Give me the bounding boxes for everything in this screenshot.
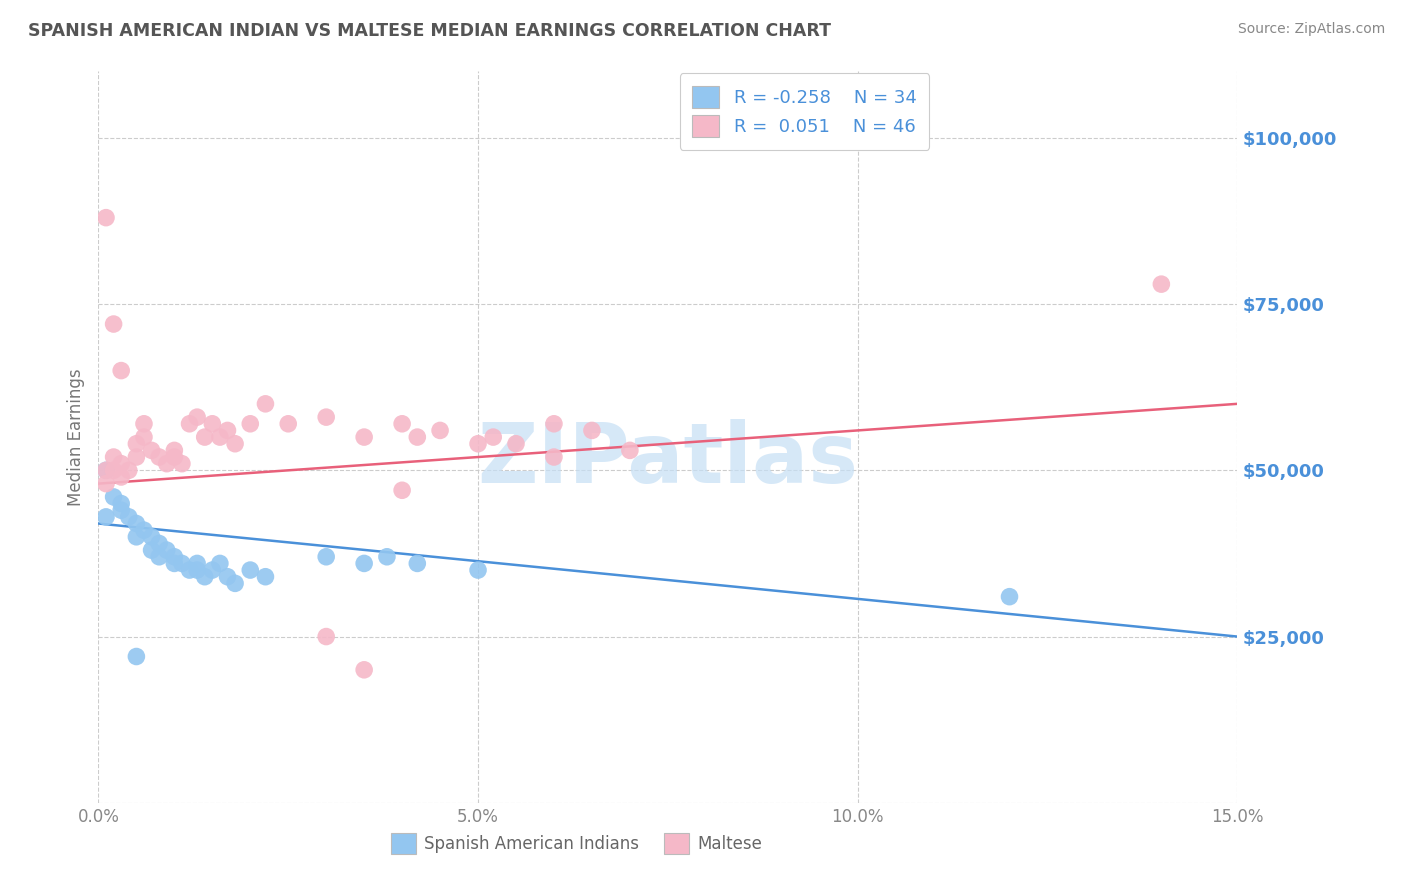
Point bbox=[543, 450, 565, 464]
Point bbox=[179, 563, 201, 577]
Point bbox=[353, 557, 375, 571]
Point bbox=[148, 536, 170, 550]
Point bbox=[467, 436, 489, 450]
Point bbox=[201, 563, 224, 577]
Point bbox=[132, 417, 155, 431]
Point bbox=[141, 443, 163, 458]
Legend: Spanish American Indians, Maltese: Spanish American Indians, Maltese bbox=[384, 827, 769, 860]
Point bbox=[118, 463, 141, 477]
Point bbox=[353, 663, 375, 677]
Point bbox=[186, 410, 208, 425]
Point bbox=[581, 424, 603, 438]
Point bbox=[179, 417, 201, 431]
Point bbox=[110, 457, 132, 471]
Point bbox=[125, 450, 148, 464]
Point bbox=[391, 483, 413, 498]
Point bbox=[201, 417, 224, 431]
Text: Source: ZipAtlas.com: Source: ZipAtlas.com bbox=[1237, 22, 1385, 37]
Point bbox=[353, 430, 375, 444]
Point bbox=[148, 450, 170, 464]
Point bbox=[94, 463, 117, 477]
Point bbox=[132, 430, 155, 444]
Text: ZIPatlas: ZIPatlas bbox=[478, 418, 858, 500]
Point bbox=[110, 470, 132, 484]
Point bbox=[163, 557, 186, 571]
Point bbox=[94, 509, 117, 524]
Point bbox=[163, 549, 186, 564]
Point bbox=[194, 430, 217, 444]
Point bbox=[163, 450, 186, 464]
Point bbox=[375, 549, 398, 564]
Point bbox=[224, 436, 246, 450]
Point bbox=[467, 563, 489, 577]
Point bbox=[429, 424, 451, 438]
Point bbox=[482, 430, 505, 444]
Point bbox=[110, 363, 132, 377]
Point bbox=[505, 436, 527, 450]
Point bbox=[125, 516, 148, 531]
Point bbox=[254, 397, 277, 411]
Point bbox=[543, 417, 565, 431]
Point bbox=[224, 576, 246, 591]
Point bbox=[406, 430, 429, 444]
Point bbox=[254, 570, 277, 584]
Point bbox=[125, 530, 148, 544]
Point bbox=[998, 590, 1021, 604]
Point bbox=[103, 490, 125, 504]
Point bbox=[141, 543, 163, 558]
Point bbox=[94, 476, 117, 491]
Point bbox=[141, 530, 163, 544]
Point bbox=[277, 417, 299, 431]
Point bbox=[194, 570, 217, 584]
Point bbox=[125, 436, 148, 450]
Point bbox=[132, 523, 155, 537]
Point bbox=[619, 443, 641, 458]
Point bbox=[125, 649, 148, 664]
Point bbox=[110, 503, 132, 517]
Text: SPANISH AMERICAN INDIAN VS MALTESE MEDIAN EARNINGS CORRELATION CHART: SPANISH AMERICAN INDIAN VS MALTESE MEDIA… bbox=[28, 22, 831, 40]
Point bbox=[94, 211, 117, 225]
Point bbox=[156, 457, 179, 471]
Point bbox=[94, 463, 117, 477]
Point bbox=[391, 417, 413, 431]
Point bbox=[208, 557, 231, 571]
Point bbox=[103, 463, 125, 477]
Point bbox=[406, 557, 429, 571]
Point bbox=[208, 430, 231, 444]
Point bbox=[217, 570, 239, 584]
Point bbox=[103, 317, 125, 331]
Point bbox=[239, 417, 262, 431]
Point bbox=[315, 549, 337, 564]
Point bbox=[315, 410, 337, 425]
Point bbox=[186, 563, 208, 577]
Point bbox=[156, 543, 179, 558]
Point bbox=[170, 557, 193, 571]
Point bbox=[148, 549, 170, 564]
Point bbox=[315, 630, 337, 644]
Y-axis label: Median Earnings: Median Earnings bbox=[66, 368, 84, 506]
Point bbox=[1150, 277, 1173, 292]
Point bbox=[110, 497, 132, 511]
Point bbox=[118, 509, 141, 524]
Point bbox=[103, 450, 125, 464]
Point bbox=[239, 563, 262, 577]
Point bbox=[163, 443, 186, 458]
Point bbox=[170, 457, 193, 471]
Point bbox=[217, 424, 239, 438]
Point bbox=[186, 557, 208, 571]
